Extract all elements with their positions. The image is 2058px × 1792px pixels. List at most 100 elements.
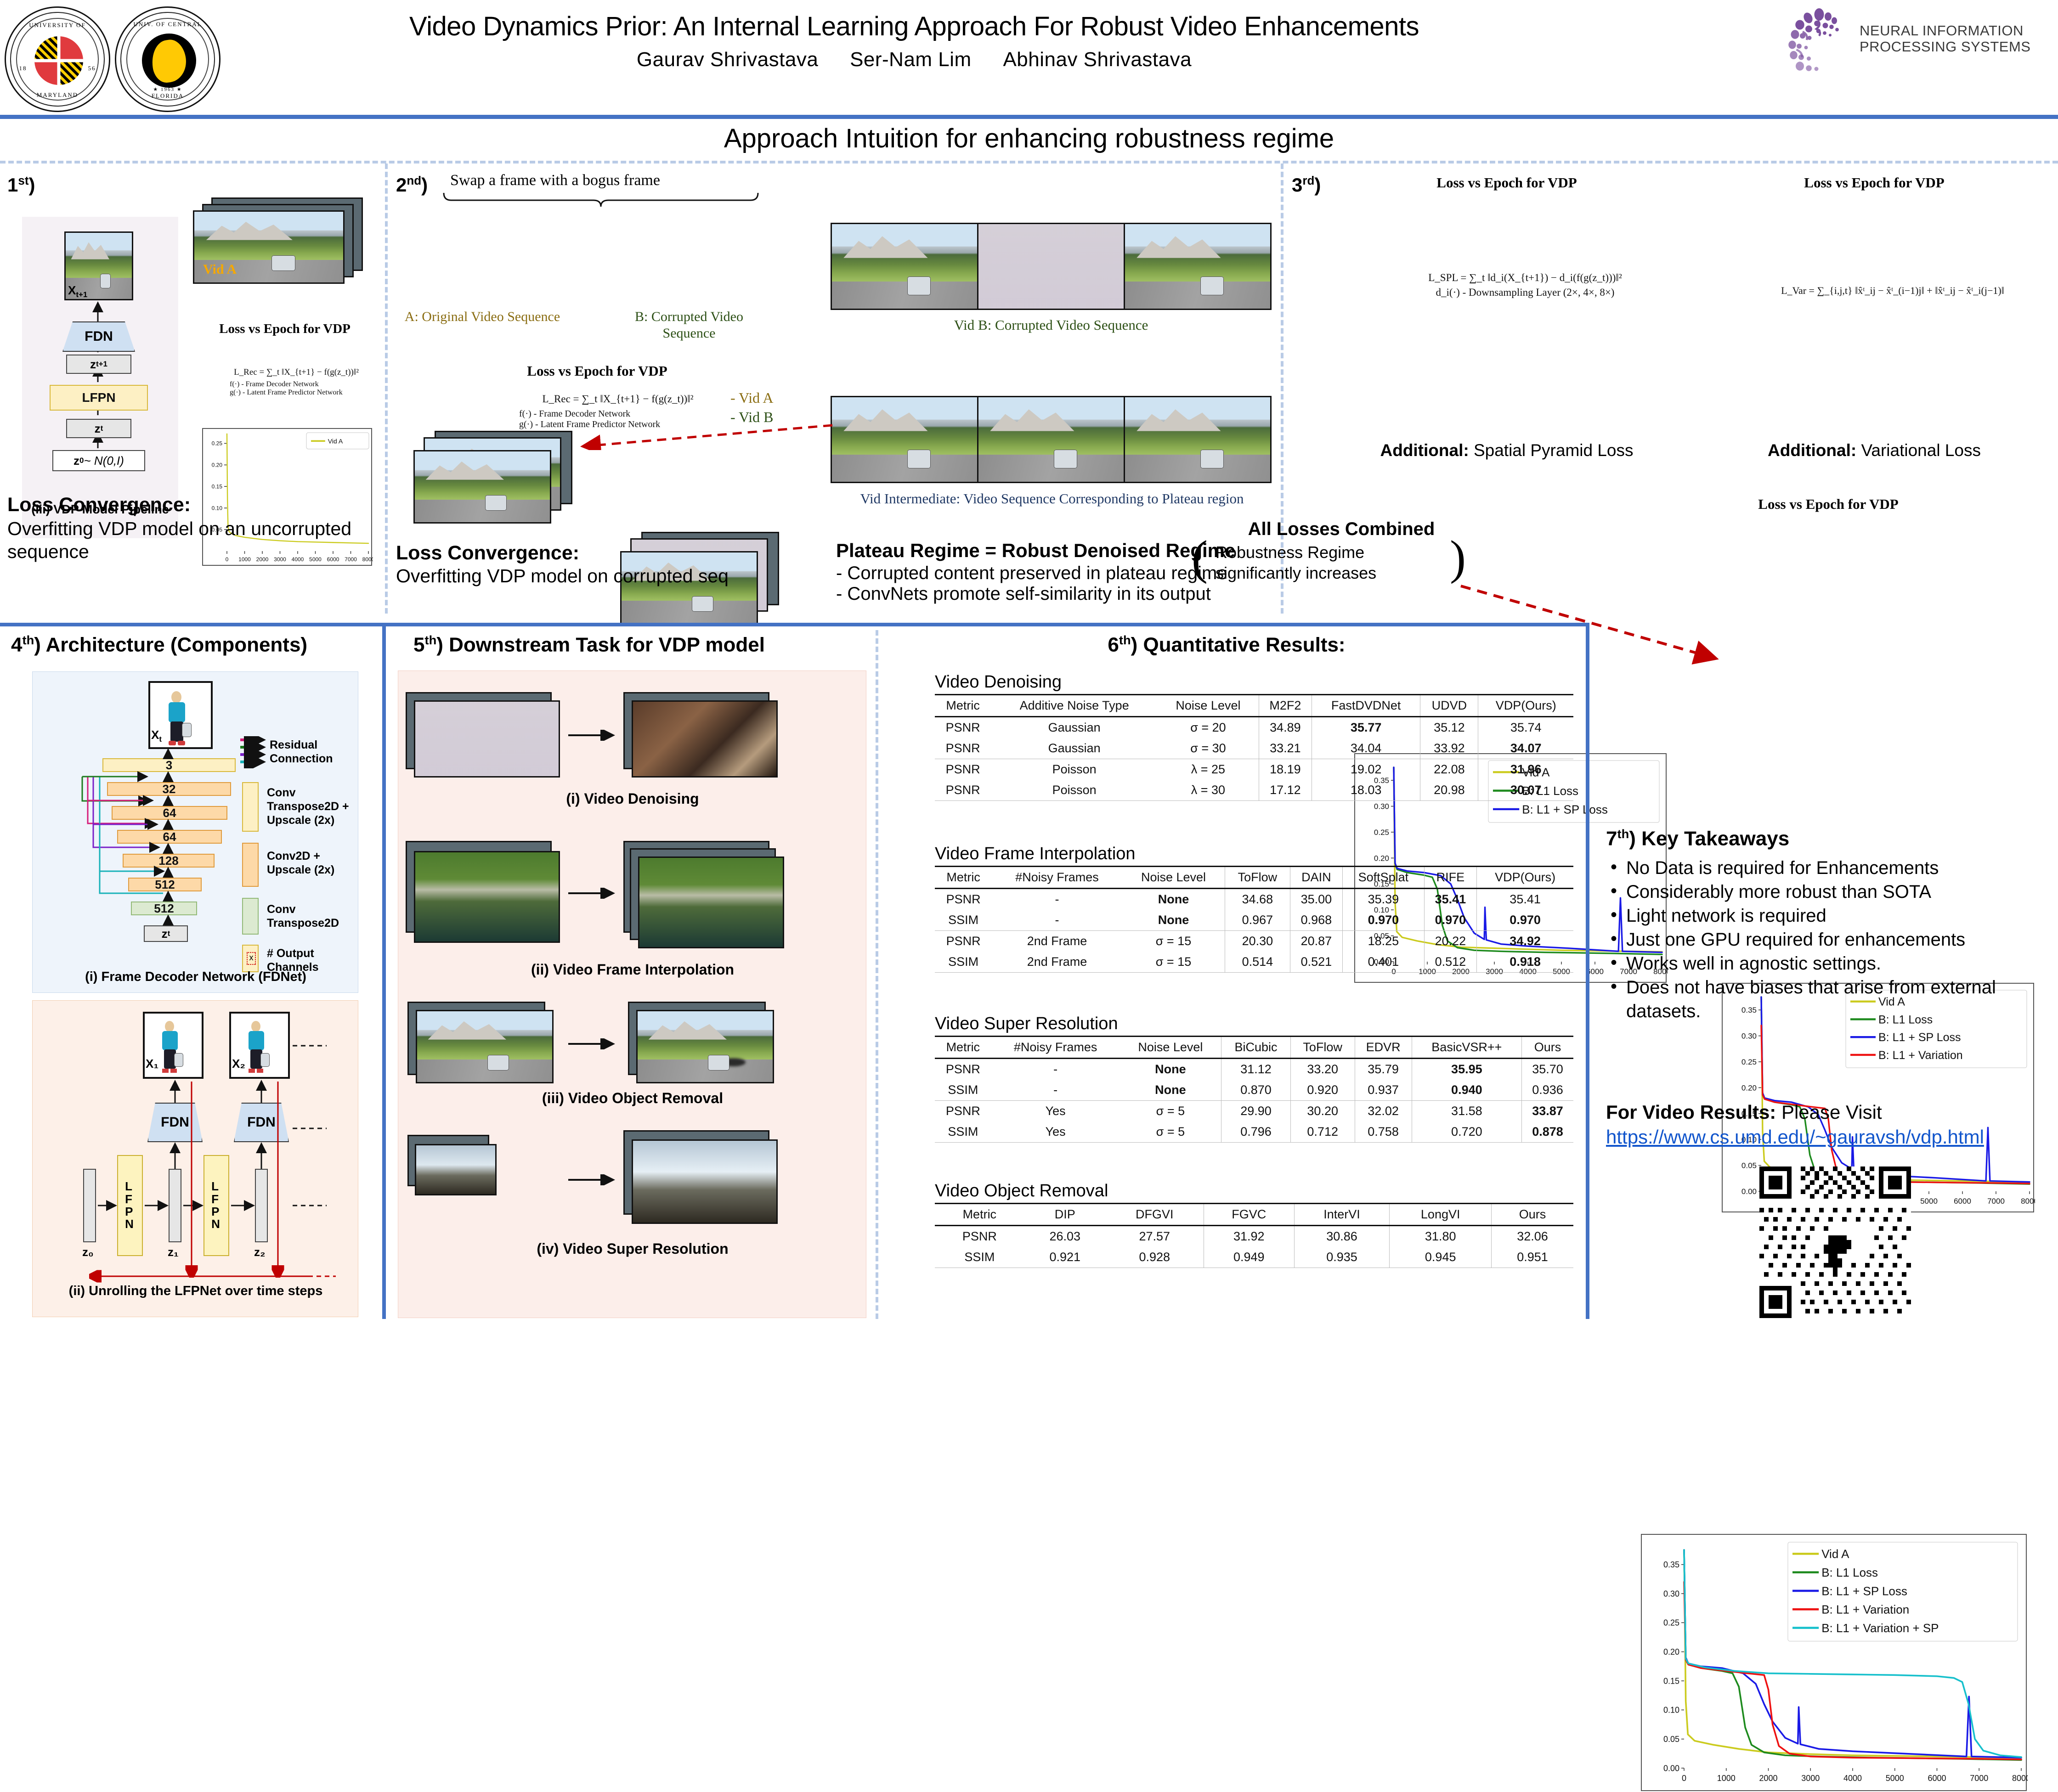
table-row: SSIM - None 0.967 0.968 0.970 0.970 0.970 bbox=[935, 910, 1573, 931]
table-cell: σ = 5 bbox=[1119, 1100, 1221, 1121]
table-cell: σ = 15 bbox=[1122, 952, 1225, 973]
svg-text:2000: 2000 bbox=[256, 556, 269, 563]
loss-convergence-text: Overfitting VDP model on an uncorrupted … bbox=[7, 518, 352, 563]
svg-text:B: L1 Loss: B: L1 Loss bbox=[1821, 1566, 1878, 1579]
plateau-bullet-1: - Corrupted content preserved in plateau… bbox=[836, 563, 1227, 583]
svg-text:7000: 7000 bbox=[1987, 1197, 2005, 1206]
unroll-z0 bbox=[83, 1169, 96, 1242]
table-cell: 35.74 bbox=[1478, 716, 1573, 738]
table-cell: 35.39 bbox=[1342, 888, 1425, 910]
umd-logo-icon: UNIVERSITY OF MARYLAND 18 56 bbox=[5, 6, 110, 112]
legend-label-residual: Residual Connection bbox=[270, 738, 333, 765]
svg-text:0.20: 0.20 bbox=[1741, 1083, 1757, 1092]
table-column-header: Ours bbox=[1521, 1036, 1573, 1059]
svg-text:0.25: 0.25 bbox=[1374, 828, 1389, 837]
swap-brace bbox=[443, 192, 759, 207]
section-5-heading: 5th) Downstream Task for VDP model bbox=[413, 633, 765, 656]
takeaway-item: Just one GPU required for enhancements bbox=[1606, 927, 2047, 952]
pipeline-xt1-label: Xt+1 bbox=[68, 283, 88, 299]
svg-text:0: 0 bbox=[1682, 1774, 1686, 1783]
svg-text:0.25: 0.25 bbox=[1663, 1618, 1679, 1628]
table-denoising: Metric Additive Noise Type Noise Level M2F2… bbox=[935, 694, 1573, 801]
table-cell: 0.918 bbox=[1476, 952, 1573, 973]
svg-text:1000: 1000 bbox=[1717, 1774, 1736, 1783]
label-original-sequence: A: Original Video Sequence bbox=[404, 309, 560, 324]
table-cell: 0.920 bbox=[1290, 1080, 1355, 1101]
section-5-top-bar bbox=[386, 623, 873, 626]
table-column-header: VDP(Ours) bbox=[1478, 694, 1573, 717]
table-title-denoising: Video Denoising bbox=[935, 672, 1062, 692]
combined-pointer-arrow bbox=[1460, 585, 1719, 665]
svg-text:7000: 7000 bbox=[345, 556, 357, 563]
task-caption-super-resolution: (iv) Video Super Resolution bbox=[537, 1240, 729, 1257]
svg-text:Vid A: Vid A bbox=[1821, 1547, 1849, 1561]
plateau-bullet-2: - ConvNets promote self-similarity in it… bbox=[836, 584, 1211, 604]
table-row: PSNR Gaussian σ = 20 34.89 35.77 35.12 35.74 bbox=[935, 716, 1573, 738]
author-name: Ser-Nam Lim bbox=[850, 48, 972, 71]
vid-intermediate-sequence bbox=[831, 396, 1272, 483]
chart-loss-vs-epoch-1: 0.05 0.10 0.15 0.20 0.25 0 1000 2000 3000 4000 500… bbox=[202, 428, 373, 566]
svg-text:0: 0 bbox=[226, 556, 229, 563]
table-cell: 35.41 bbox=[1476, 888, 1573, 910]
table-cell: 33.87 bbox=[1521, 1100, 1573, 1121]
pipeline-caption: (iii) VDP Model Pipeline bbox=[31, 502, 169, 516]
svg-text:8000: 8000 bbox=[2021, 1197, 2035, 1206]
table-cell: 26.03 bbox=[1049, 1229, 1081, 1243]
svg-text:0.15: 0.15 bbox=[1663, 1676, 1679, 1685]
table-column-header: Noise Level bbox=[1122, 866, 1225, 889]
table-cell: 0.940 bbox=[1411, 1080, 1522, 1101]
unroll-fdn-1: FDN bbox=[147, 1103, 203, 1142]
table-cell: 34.07 bbox=[1478, 738, 1573, 759]
table-column-header: ToFlow bbox=[1290, 1036, 1355, 1059]
equation-spl: L_SPL = ∑_t ‖d_i(X_{t+1}) − d_i(f(g(z_t)… bbox=[1396, 272, 1654, 299]
table-cell: 31.58 bbox=[1411, 1100, 1522, 1121]
fdnet-xt-label: Xt bbox=[151, 728, 162, 744]
table-cell: 0.968 bbox=[1289, 910, 1343, 931]
robustness-note: ( Robustness Regime significantly increa… bbox=[1192, 533, 1488, 583]
equation-var: L_Var = ∑_{i,j,t} ‖x̂ᵗ_ij − x̂ᵗ_(i−1)j‖ … bbox=[1781, 285, 2004, 296]
neurips-logo: NEURAL INFORMATION PROCESSING SYSTEMS bbox=[1781, 7, 2048, 76]
table-cell: 27.57 bbox=[1139, 1229, 1170, 1243]
table-cell: 33.92 bbox=[1420, 738, 1478, 759]
table-column-header: BasicVSR++ bbox=[1411, 1036, 1522, 1059]
svg-text:5000: 5000 bbox=[1886, 1774, 1904, 1783]
downstream-tasks-panel: (i) Video Denoising (ii) Video Frame Int… bbox=[398, 671, 866, 1318]
table-column-header: DFGVI bbox=[1105, 1203, 1204, 1226]
table-cell: 0.970 bbox=[1424, 910, 1477, 931]
svg-text:6000: 6000 bbox=[1954, 1197, 1971, 1206]
svg-text:0.05: 0.05 bbox=[1741, 1161, 1757, 1170]
video-results-url[interactable]: https://www.cs.umd.edu/~gauravsh/vdp.htm… bbox=[1606, 1126, 1984, 1148]
section-3-label: 3rd) bbox=[1292, 174, 1321, 196]
table-removal: Metric DIP DFGVI FGVC InterVI LongVI Ours PSNR 2… bbox=[935, 1203, 1573, 1268]
svg-text:0.15: 0.15 bbox=[212, 483, 223, 490]
table-column-header: Ours bbox=[1491, 1203, 1573, 1226]
paren-open: ( bbox=[1192, 530, 1208, 584]
unroll-z2 bbox=[255, 1169, 268, 1242]
video-results-label: For Video Results: bbox=[1606, 1101, 1776, 1123]
svg-text:3000: 3000 bbox=[1801, 1774, 1820, 1783]
qr-code[interactable] bbox=[1759, 1166, 1911, 1318]
table-cell: σ = 5 bbox=[1119, 1121, 1221, 1143]
table-cell: 34.92 bbox=[1476, 930, 1573, 952]
corrupted-video-stack bbox=[620, 532, 786, 633]
table-cell: PSNR bbox=[945, 721, 980, 734]
table-cell: 19.02 bbox=[1311, 759, 1420, 780]
table-cell: σ = 20 bbox=[1190, 721, 1226, 734]
svg-text:0.10: 0.10 bbox=[212, 505, 223, 511]
table-cell: 0.401 bbox=[1342, 952, 1425, 973]
task-caption-object-removal: (iii) Video Object Removal bbox=[542, 1090, 724, 1106]
table-cell: Yes bbox=[991, 1100, 1120, 1121]
table-cell: 2nd Frame bbox=[992, 952, 1122, 973]
table-cell: 18.03 bbox=[1311, 780, 1420, 801]
all-losses-combined-title: All Losses Combined bbox=[1248, 519, 1435, 539]
pipeline-zt1-block: z t+1 bbox=[66, 355, 131, 374]
neurips-line-1: NEURAL INFORMATION bbox=[1860, 23, 2024, 39]
svg-text:0.20: 0.20 bbox=[212, 462, 223, 468]
table-cell: 35.12 bbox=[1420, 716, 1478, 738]
table-cell: 31.92 bbox=[1203, 1225, 1295, 1247]
chart-s3-spl-title: Loss vs Epoch for VDP bbox=[1436, 175, 1577, 191]
video-results-url-wrap: https://www.cs.umd.edu/~gauravsh/vdp.htm… bbox=[1606, 1126, 1984, 1148]
